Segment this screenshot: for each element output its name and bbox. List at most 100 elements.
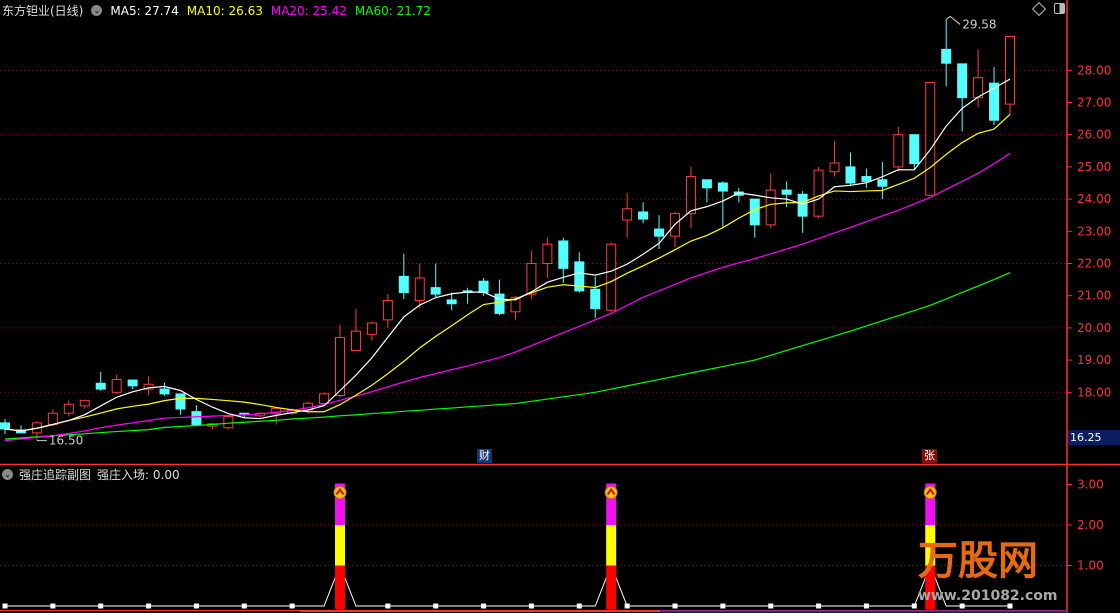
candle-up [606,243,617,311]
signal-dot [193,603,199,609]
limit-up-marker[interactable]: 张 [922,449,937,463]
sub-indicator-value: 强庄入场: 0.00 [97,468,180,482]
main-legend: 东方钽业(日线) ⌄ MA5: 27.74 MA10: 26.63 MA20: … [2,2,431,19]
diamond-icon[interactable] [1031,1,1047,16]
candle-down [127,379,138,387]
candle-up [366,322,377,335]
candle-up [685,176,696,215]
watermark-url: www.201082.com [918,588,1058,604]
price-tick-label: 24.00 [1077,192,1111,206]
candle-up [79,399,90,407]
candle-down [957,63,968,99]
candle-down [654,228,665,237]
signal-bar-red [925,565,936,609]
candle-down [95,382,106,390]
candle-down [398,275,409,293]
signal-dot [241,603,247,609]
candle-up [622,208,633,221]
signal-dot [624,603,630,609]
chevron-down-icon[interactable]: ⌄ [91,5,103,16]
signal-dot [50,603,56,609]
candle-up [319,393,330,405]
candle-up [526,263,537,295]
watermark-logo: 万股网 [918,538,1038,584]
signal-dot [959,603,965,609]
sub-tick-label: 2.00 [1077,518,1104,532]
stock-title[interactable]: 东方钽业(日线) [2,4,84,18]
chevron-up-icon [606,487,616,496]
candle-up [414,277,425,302]
candle-up [47,412,58,426]
ma10-value: MA10: 26.63 [186,3,263,18]
candle-up [111,378,122,393]
signal-bar-magenta [606,483,617,525]
ma60-value: MA60: 21.72 [354,3,431,18]
price-tick-label: 18.00 [1077,385,1111,399]
candle-down [941,48,952,64]
signal-bar-red [606,565,617,609]
candle-up [893,134,904,168]
signal-dot [1007,603,1013,609]
high-price-label: 29.58 [962,17,996,31]
signal-bar-red [335,565,345,609]
panel-toggle-icon[interactable] [1054,3,1065,14]
price-tick-label: 19.00 [1077,353,1111,367]
signal-dot [385,603,391,609]
candle-up [510,296,521,313]
candle-up [925,82,936,196]
sub-panel-title[interactable]: 强庄追踪副图 [19,468,92,482]
price-tick-label: 25.00 [1077,160,1111,174]
candle-down [494,293,505,314]
candle-down [701,179,712,189]
signal-dot [481,603,487,609]
chevron-down-icon[interactable]: ⌄ [2,469,13,480]
candle-up [143,383,154,390]
candle-down [638,211,649,220]
finance-marker[interactable]: 财 [477,449,492,463]
candle-up [350,330,361,351]
ma20-value: MA20: 25.42 [270,3,347,18]
candle-down [717,182,728,192]
ma5-line [4,78,1011,432]
candle-up [382,300,393,321]
signal-dot [720,603,726,609]
candle-down [861,176,872,182]
candle-down [590,288,601,310]
sub-tick-label: 1.00 [1077,559,1104,573]
signal-dot [146,603,152,609]
price-tick-label: 26.00 [1077,128,1111,142]
signal-badge-icon [923,486,937,499]
signal-badge-icon [604,486,618,499]
candle-up [271,407,282,414]
candle-down [797,193,808,217]
price-tick-label: 21.00 [1077,289,1111,303]
ma20-line [4,152,1011,442]
price-tick-label: 22.00 [1077,257,1111,271]
candle-down [574,261,585,292]
sub-legend: ⌄ 强庄追踪副图 强庄入场: 0.00 [2,466,180,483]
price-tick-label: 20.00 [1077,321,1111,335]
signal-dot [816,603,822,609]
chevron-up-icon [335,487,345,496]
candle-down [781,189,792,195]
price-tick-label: 23.00 [1077,224,1111,238]
ma5-value: MA5: 27.74 [110,3,179,18]
chevron-up-icon [925,487,935,496]
candle-down [877,179,888,187]
candle-up [63,403,74,414]
candle-down [159,388,170,395]
signal-bar-yellow [606,525,617,566]
sub-tick-label: 3.00 [1077,478,1104,492]
candle-down [558,240,569,269]
signal-dot [672,603,678,609]
signal-bar-magenta [335,483,345,525]
signal-dot [768,603,774,609]
price-tick-label: 27.00 [1077,96,1111,110]
signal-bar-magenta [925,483,936,525]
candle-up [813,169,824,217]
candle-down [430,287,441,295]
signal-dot [528,603,534,609]
price-tick-label: 28.00 [1077,63,1111,77]
signal-dot [289,603,295,609]
